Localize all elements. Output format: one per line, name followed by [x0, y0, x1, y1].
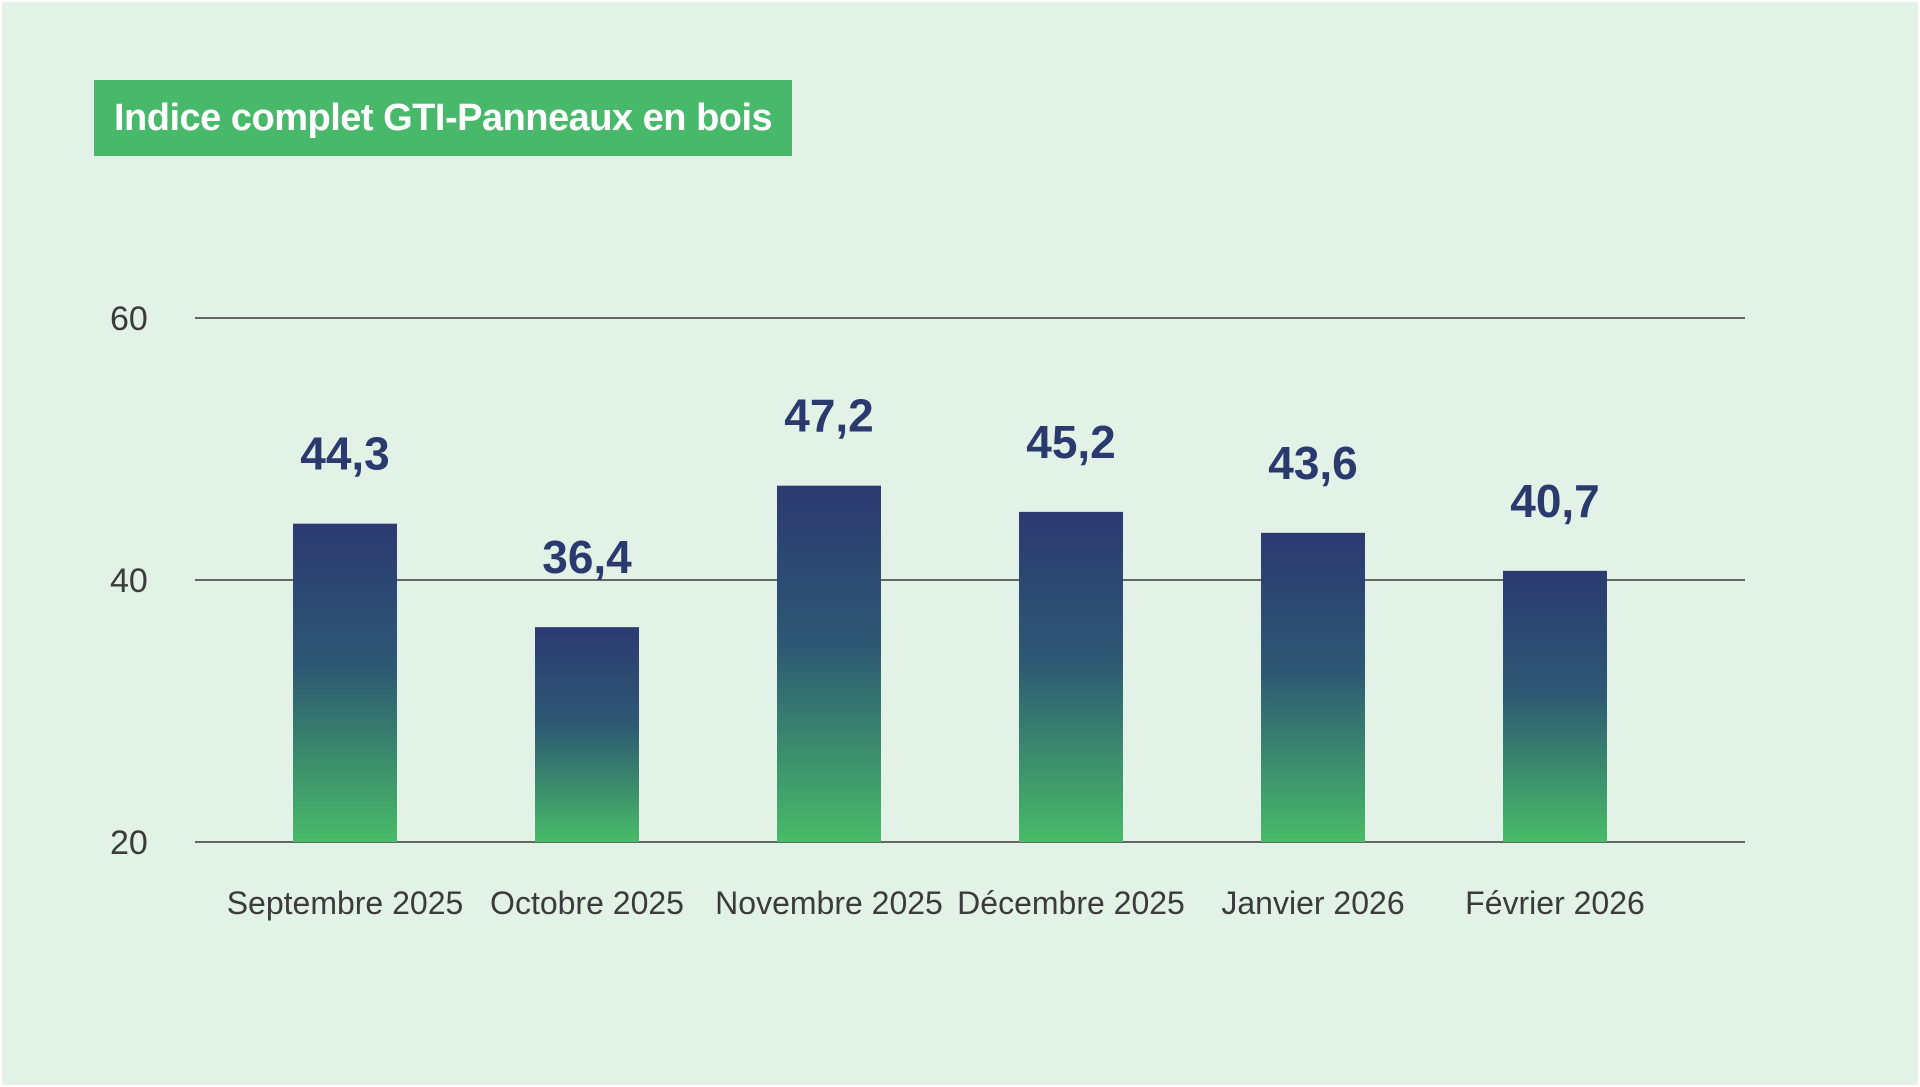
data-label-3: 47,2	[784, 390, 874, 442]
gridlines	[195, 317, 1745, 843]
bar-5	[1261, 532, 1365, 842]
y-tick-label-40: 40	[110, 562, 148, 600]
chart-title: Indice complet GTI-Panneaux en bois	[114, 96, 773, 139]
bar-6	[1503, 570, 1607, 842]
x-tick-label-1: Septembre 2025	[227, 885, 464, 921]
data-label-4: 45,2	[1026, 416, 1116, 468]
bar-1	[293, 523, 397, 842]
x-tick-label-6: Février 2026	[1465, 885, 1645, 921]
x-tick-label-3: Novembre 2025	[715, 885, 943, 921]
x-tick-label-5: Janvier 2026	[1221, 885, 1404, 921]
data-label-6: 40,7	[1510, 475, 1600, 527]
x-tick-label-2: Octobre 2025	[490, 885, 684, 921]
y-tick-label-60: 60	[110, 300, 148, 338]
data-label-2: 36,4	[542, 531, 632, 583]
bars	[293, 485, 1607, 842]
labels: 20 40 60 44,3 Septembre 2025 36,4 Octobre 2025…	[110, 300, 1645, 921]
bar-4	[1019, 511, 1123, 842]
bar-3	[777, 485, 881, 842]
data-label-1: 44,3	[300, 428, 390, 480]
y-tick-label-20: 20	[110, 824, 148, 862]
data-label-5: 43,6	[1268, 437, 1358, 489]
x-tick-label-4: Décembre 2025	[957, 885, 1185, 921]
chart-title-box: Indice complet GTI-Panneaux en bois	[94, 80, 793, 156]
bar-2	[535, 627, 639, 842]
